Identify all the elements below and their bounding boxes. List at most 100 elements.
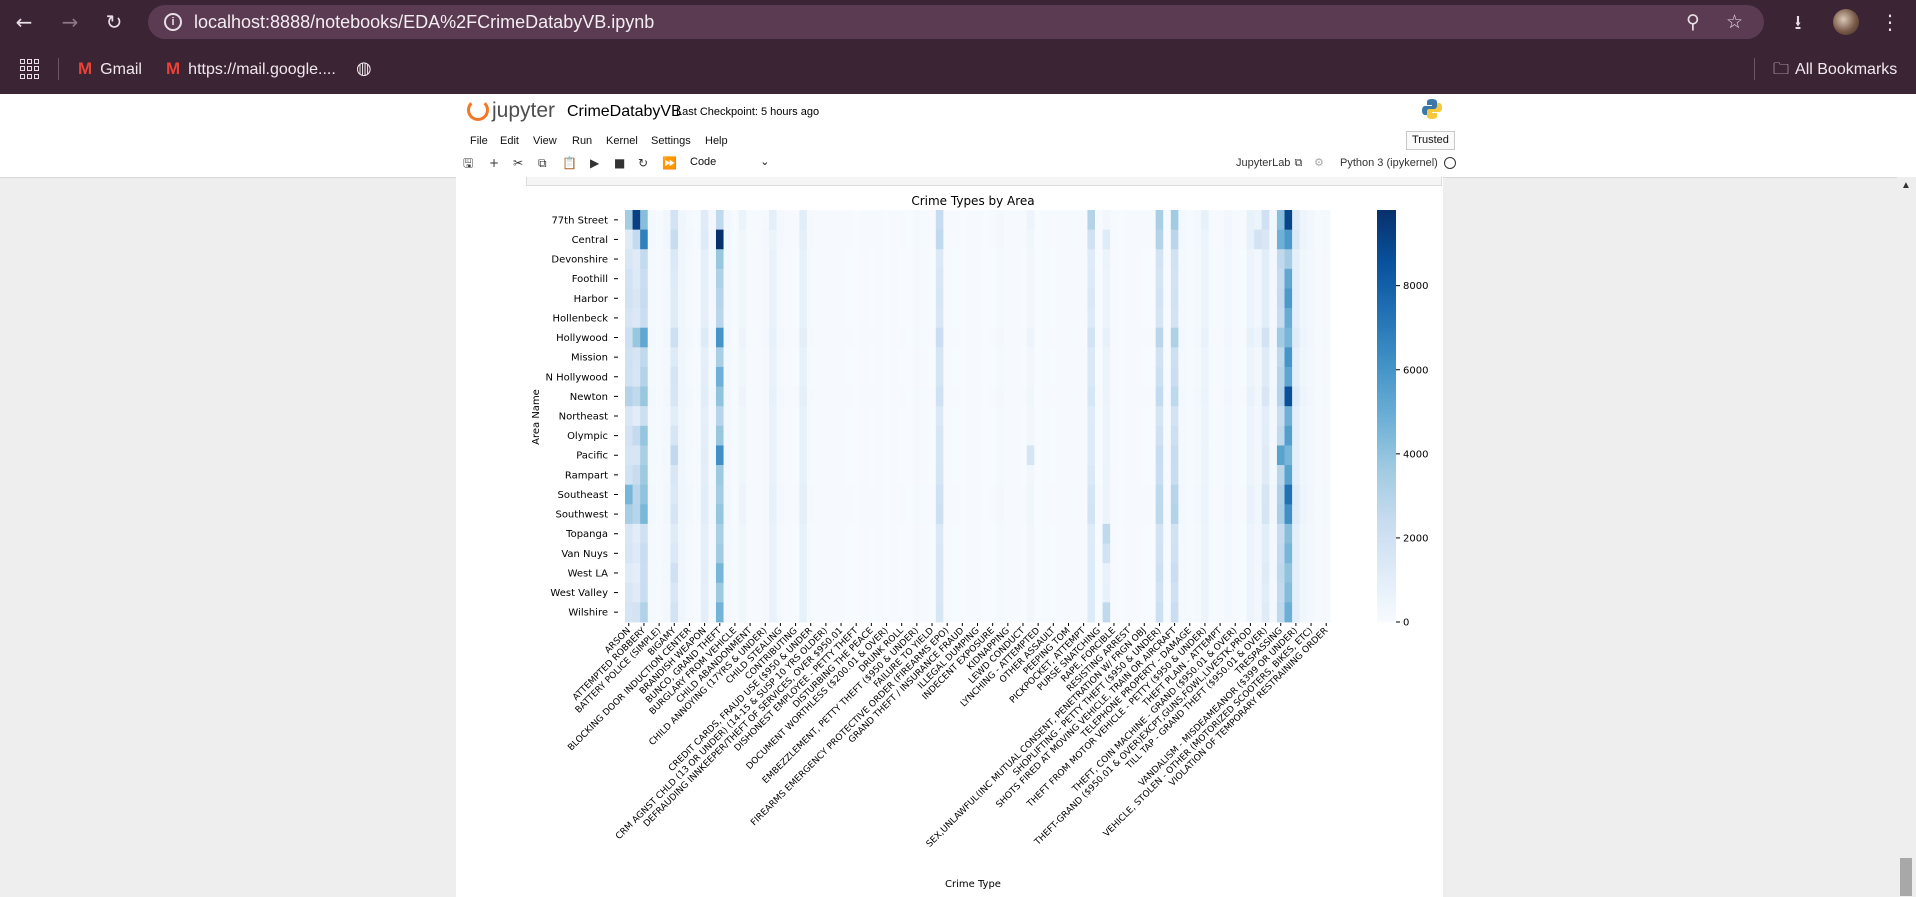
back-arrow-icon[interactable]: ← [15, 10, 33, 34]
heatmap-cell [1299, 504, 1308, 525]
cut-icon[interactable]: ✂ [513, 156, 524, 170]
heatmap-cell [625, 563, 633, 584]
heatmap-cell [837, 602, 846, 623]
run-all-icon[interactable]: ⏩ [662, 156, 677, 170]
heatmap-cell [1201, 484, 1210, 505]
heatmap-cell [632, 406, 641, 427]
heatmap-cell [799, 229, 808, 250]
heatmap-cell [943, 445, 952, 466]
reload-icon[interactable]: ↻ [105, 10, 123, 34]
debugger-icon[interactable]: ⚙ [1314, 157, 1324, 169]
heatmap-cell [723, 347, 732, 368]
menu-file[interactable]: File [470, 135, 488, 147]
scroll-up-arrow-icon[interactable]: ▲ [1901, 180, 1911, 191]
heatmap-cell [1170, 563, 1179, 584]
download-icon[interactable]: ⭳ [1794, 10, 1802, 34]
heatmap-cell [784, 229, 793, 250]
heatmap-cell [647, 523, 656, 544]
heatmap-cell [1223, 249, 1232, 270]
heatmap-cell [875, 523, 884, 544]
menu-settings[interactable]: Settings [651, 135, 691, 147]
save-icon[interactable]: 🖫 [463, 156, 474, 170]
heatmap-cell [1019, 523, 1028, 544]
heatmap-cell [670, 308, 679, 329]
menu-run[interactable]: Run [572, 135, 593, 147]
heatmap-cell [837, 425, 846, 446]
jupyter-logo-icon[interactable] [467, 99, 489, 121]
menu-help[interactable]: Help [705, 135, 728, 147]
heatmap-cell [966, 563, 975, 584]
heatmap-cell [1004, 327, 1013, 348]
heatmap-cell [1026, 504, 1035, 525]
heatmap-cell [784, 327, 793, 348]
heatmap-cell [625, 347, 633, 368]
heatmap-cell [685, 582, 694, 603]
heatmap-cell [761, 406, 770, 427]
heatmap-cell [746, 602, 755, 623]
restart-icon[interactable]: ↻ [638, 156, 649, 170]
apps-grid-icon[interactable] [20, 59, 40, 79]
menu-view[interactable]: View [533, 135, 557, 147]
heatmap-cell [822, 543, 831, 564]
heatmap-cell [632, 563, 641, 584]
heatmap-cell [1239, 484, 1248, 505]
heatmap-cell [1307, 366, 1316, 387]
heatmap-cell [632, 386, 641, 407]
copy-icon[interactable]: ⧉ [538, 156, 547, 170]
cell-type-select[interactable]: Code ⌄ [690, 154, 770, 170]
bookmark-star-icon[interactable]: ☆ [1726, 11, 1744, 33]
notebook-scrollbar[interactable] [1897, 177, 1916, 897]
heatmap-cell [928, 582, 937, 603]
heatmap-cell [928, 210, 937, 231]
scrollbar-thumb[interactable] [1900, 858, 1912, 896]
heatmap-cell [647, 445, 656, 466]
more-menu-icon[interactable]: ⋮ [1880, 10, 1900, 34]
url-text[interactable]: localhost:8888/notebooks/EDA%2FCrimeData… [194, 12, 655, 32]
heatmap-cell [761, 288, 770, 309]
notebook-title[interactable]: CrimeDatabyVB [567, 103, 682, 120]
heatmap-cell [973, 484, 982, 505]
heatmap-cell [973, 445, 982, 466]
menu-edit[interactable]: Edit [500, 135, 519, 147]
trusted-badge[interactable]: Trusted [1406, 131, 1455, 150]
heatmap-cell [1185, 268, 1194, 289]
menu-kernel[interactable]: Kernel [606, 135, 638, 147]
add-cell-icon[interactable]: + [489, 156, 500, 170]
heatmap-cell [1185, 602, 1194, 623]
globe-icon[interactable]: ◍ [356, 58, 372, 79]
jupyter-brand[interactable]: jupyter [492, 99, 556, 122]
heatmap-cell [761, 445, 770, 466]
heatmap-cell [1201, 210, 1210, 231]
heatmap-cell [1208, 288, 1217, 309]
run-icon[interactable]: ▶ [590, 156, 600, 170]
heatmap-cell [875, 445, 884, 466]
profile-avatar[interactable] [1833, 9, 1859, 35]
heatmap-cell [1276, 229, 1285, 250]
heatmap-cell [852, 268, 861, 289]
forward-arrow-icon[interactable]: → [61, 10, 79, 34]
heatmap-cell [897, 523, 906, 544]
heatmap-cell [1239, 563, 1248, 584]
kernel-name[interactable]: Python 3 (ipykernel) [1340, 157, 1438, 169]
heatmap-cell [1223, 308, 1232, 329]
heatmap-cell [935, 386, 944, 407]
heatmap-cell [920, 543, 929, 564]
heatmap-cell [1307, 543, 1316, 564]
zoom-icon[interactable]: ⚲ [1686, 11, 1700, 33]
heatmap-cell [1110, 229, 1119, 250]
heatmap-cell [1079, 288, 1088, 309]
heatmap-cell [731, 288, 740, 309]
heatmap-cell [913, 504, 922, 525]
stop-icon[interactable]: ■ [614, 156, 626, 170]
site-info-icon[interactable]: i [164, 13, 182, 31]
heatmap-cell [769, 288, 778, 309]
all-bookmarks[interactable]: 🗀 All Bookmarks [1773, 59, 1897, 80]
heatmap-cell [708, 406, 717, 427]
heatmap-cell [882, 210, 891, 231]
jupyterlab-link[interactable]: JupyterLab ⧉ [1236, 155, 1302, 171]
address-bar[interactable]: i localhost:8888/notebooks/EDA%2FCrimeDa… [148, 5, 1764, 39]
heatmap-cell [753, 543, 762, 564]
paste-icon[interactable]: 📋 [562, 156, 577, 170]
bookmark-gmail[interactable]: M Gmail [78, 59, 142, 80]
